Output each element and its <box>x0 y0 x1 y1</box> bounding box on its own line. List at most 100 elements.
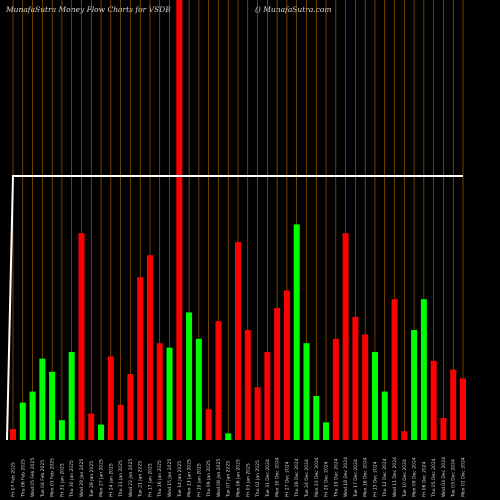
x-tick-label: Mon 16 Dec 2024 <box>363 457 369 497</box>
bar <box>313 396 320 440</box>
x-tick-label: Tue 14 Jan 2025 <box>177 461 183 498</box>
bar <box>195 338 202 440</box>
bar <box>391 299 398 440</box>
bar <box>332 338 339 440</box>
x-tick-label: Tue 24 Dec 2024 <box>304 459 310 498</box>
x-tick-label: Tue 03 Dec 2024 <box>451 459 457 498</box>
x-tick-label: Wed 11 Dec 2024 <box>392 457 398 497</box>
bar <box>78 233 85 440</box>
x-tick-label: Mon 13 Jan 2025 <box>187 459 193 497</box>
bars <box>10 0 466 440</box>
x-tick-label: Mon 23 Dec 2024 <box>314 457 320 497</box>
bar <box>166 347 173 440</box>
bar <box>29 391 36 440</box>
x-tick-label: Fri 13 Dec 2024 <box>372 461 378 497</box>
bar <box>430 360 437 440</box>
bar <box>156 343 163 440</box>
bar <box>293 224 300 440</box>
bar <box>215 321 222 440</box>
chart-title: MunafaSutra Money Flow Charts for VSDB <box>6 5 171 14</box>
bar <box>381 391 388 440</box>
bar <box>254 387 261 440</box>
x-tick-labels: Fri 07 Feb 2025 Thu 06 Feb 2025 Wed 05 Feb… <box>11 457 467 498</box>
x-tick-label: Mon 02 Dec 2024 <box>461 457 467 497</box>
bar <box>283 290 290 440</box>
x-tick-label: Tue 10 Dec 2024 <box>402 459 408 498</box>
bar <box>264 352 271 440</box>
x-tick-label: Tue 04 Feb 2025 <box>40 460 46 498</box>
bar <box>58 420 65 440</box>
bar <box>137 277 144 440</box>
x-tick-label: Thu 26 Dec 2024 <box>294 458 300 498</box>
bar <box>10 429 16 440</box>
bar <box>274 308 281 440</box>
bar <box>225 433 232 440</box>
bar <box>450 369 457 440</box>
x-tick-label: Wed 22 Jan 2025 <box>128 459 134 497</box>
bar <box>342 233 349 440</box>
bar <box>460 378 466 440</box>
x-tick-label: Tue 31 Dec 2024 <box>265 459 271 498</box>
site-name: () MunafaSutra.com <box>255 5 332 14</box>
bar <box>98 424 105 440</box>
x-tick-label: Thu 09 Jan 2025 <box>206 460 212 498</box>
bar <box>146 255 153 440</box>
x-tick-label: Fri 24 Jan 2025 <box>108 463 114 497</box>
x-tick-label: Thu 19 Dec 2024 <box>333 458 339 498</box>
x-tick-label: Wed 29 Jan 2025 <box>79 459 85 497</box>
bar <box>176 0 183 440</box>
bar <box>411 330 418 440</box>
x-tick-label: Tue 21 Jan 2025 <box>138 461 144 498</box>
bar <box>117 404 124 440</box>
x-tick-label: Tue 07 Jan 2025 <box>226 461 232 498</box>
bar <box>186 312 193 440</box>
bar <box>440 418 447 440</box>
bar <box>371 352 378 440</box>
bar <box>362 334 369 440</box>
bar <box>303 343 310 440</box>
bar <box>19 402 26 440</box>
bar <box>107 356 114 440</box>
x-tick-label: Wed 08 Jan 2025 <box>216 459 222 497</box>
bar <box>352 316 359 440</box>
x-tick-label: Wed 15 Jan 2025 <box>167 459 173 497</box>
bar <box>205 409 212 440</box>
x-tick-label: Wed 05 Feb 2025 <box>30 458 36 497</box>
bar <box>49 371 56 440</box>
x-tick-label: Fri 10 Jan 2025 <box>196 463 202 497</box>
x-tick-label: Fri 27 Dec 2024 <box>284 461 290 497</box>
bar <box>127 374 134 440</box>
x-tick-label: Fri 17 Jan 2025 <box>147 463 153 497</box>
x-tick-label: Thu 06 Feb 2025 <box>20 459 26 498</box>
bar <box>244 330 251 440</box>
x-tick-label: Fri 07 Feb 2025 <box>11 462 17 497</box>
money-flow-line-path <box>6 175 463 441</box>
x-tick-label: Thu 12 Dec 2024 <box>382 458 388 498</box>
x-tick-label: Mon 06 Jan 2025 <box>236 459 242 497</box>
x-tick-label: Mon 09 Dec 2024 <box>412 457 418 497</box>
x-tick-label: Thu 23 Jan 2025 <box>118 460 124 498</box>
x-tick-label: Mon 30 Dec 2024 <box>275 457 281 497</box>
bar <box>323 422 330 440</box>
x-tick-label: Mon 03 Feb 2025 <box>50 458 56 497</box>
bar <box>39 358 46 440</box>
x-tick-label: Tue 28 Jan 2025 <box>89 461 95 498</box>
bar <box>401 431 408 440</box>
bar <box>68 352 75 440</box>
x-tick-label: Fri 03 Jan 2025 <box>245 463 251 497</box>
x-tick-label: Thu 02 Jan 2025 <box>255 460 261 498</box>
bar <box>235 242 241 440</box>
x-tick-label: Fri 20 Dec 2024 <box>324 461 330 497</box>
x-tick-label: Wed 04 Dec 2024 <box>441 457 447 497</box>
bar <box>88 413 95 440</box>
x-tick-label: Thu 05 Dec 2024 <box>431 458 437 498</box>
x-tick-label: Thu 30 Jan 2025 <box>69 460 75 498</box>
x-tick-label: Thu 16 Jan 2025 <box>157 460 163 498</box>
money-flow-line <box>6 175 463 441</box>
x-tick-label: Tue 17 Dec 2024 <box>353 459 359 498</box>
x-tick-label: Wed 18 Dec 2024 <box>343 457 349 497</box>
x-tick-label: Fri 06 Dec 2024 <box>421 461 427 497</box>
x-tick-label: Fri 31 Jan 2025 <box>59 463 65 497</box>
bar <box>420 299 427 440</box>
